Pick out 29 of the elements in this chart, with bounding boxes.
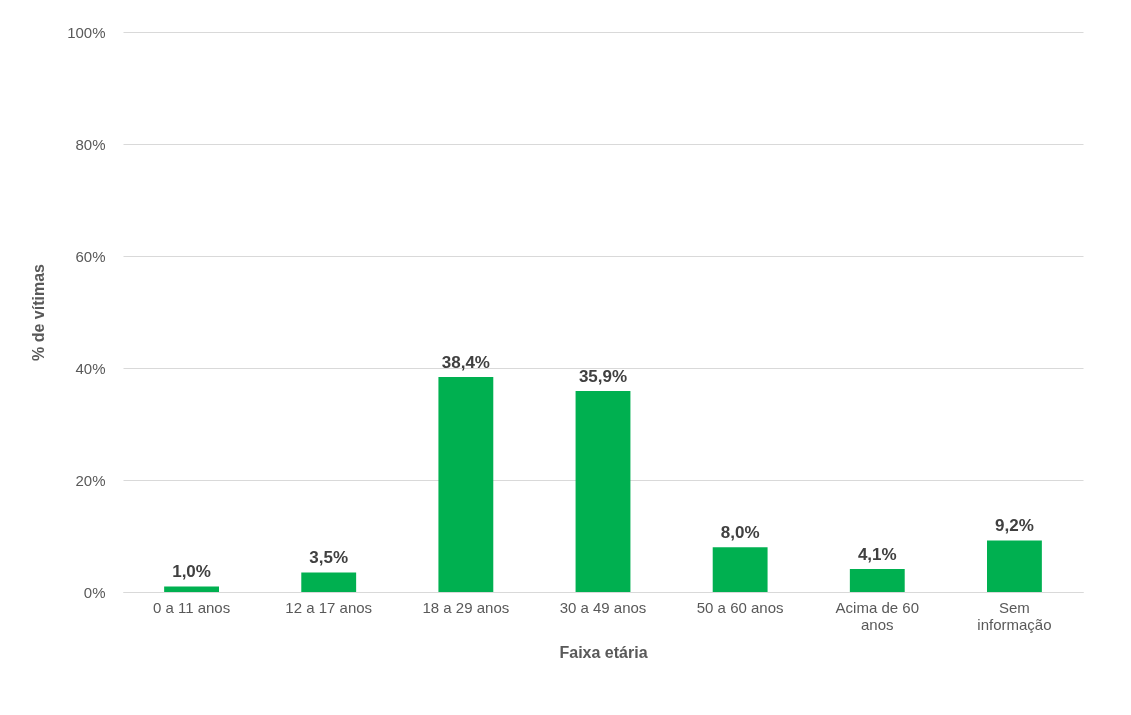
x-tick-label: 50 a 60 anos (696, 598, 784, 616)
bar (301, 572, 357, 592)
x-tick-label: 30 a 49 anos (559, 598, 647, 616)
data-label: 38,4% (441, 352, 490, 372)
y-axis-title: % de vítimas (30, 263, 48, 361)
x-tick-label: 0 a 11 anos (152, 598, 231, 616)
y-tick-label: 100% (67, 23, 106, 41)
bar (164, 586, 219, 592)
data-label: 8,0% (720, 523, 760, 543)
x-tick-label: Sem informação (977, 598, 1052, 633)
bar (987, 540, 1042, 592)
data-label: 3,5% (309, 548, 349, 568)
y-tick-label: 40% (75, 359, 106, 377)
data-label: 1,0% (172, 562, 211, 582)
y-tick-label: 80% (75, 135, 106, 153)
x-tick-label: 18 a 29 anos (422, 598, 510, 616)
y-tick-label: 20% (75, 471, 106, 489)
y-tick-label: 60% (75, 247, 106, 265)
data-label: 4,1% (857, 545, 897, 565)
bar (712, 547, 768, 592)
y-tick-label: 0% (83, 583, 106, 601)
x-axis-title: Faixa etária (559, 643, 648, 661)
bar (438, 376, 494, 592)
data-label: 9,2% (995, 516, 1034, 536)
bar (849, 569, 905, 592)
data-label: 35,9% (578, 366, 628, 386)
x-tick-label: 12 a 17 anos (285, 598, 373, 616)
bar (575, 390, 631, 592)
x-tick-label: Acima de 60 anos (835, 598, 919, 633)
